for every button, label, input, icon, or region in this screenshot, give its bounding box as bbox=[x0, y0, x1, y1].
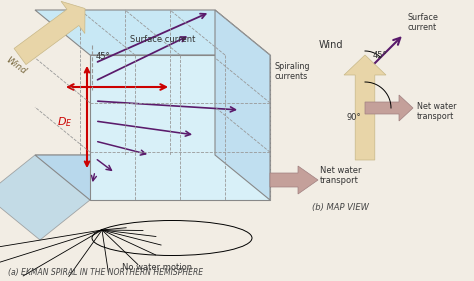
Polygon shape bbox=[270, 166, 318, 194]
Text: Surface current: Surface current bbox=[130, 35, 195, 44]
Text: Spiraling
currents: Spiraling currents bbox=[275, 62, 310, 81]
Text: 45°: 45° bbox=[373, 51, 388, 60]
Text: No water motion: No water motion bbox=[122, 263, 192, 272]
Text: Net water
transport: Net water transport bbox=[320, 166, 362, 185]
Polygon shape bbox=[365, 95, 413, 121]
Text: Surface
current: Surface current bbox=[408, 13, 439, 32]
Text: 90°: 90° bbox=[347, 113, 362, 122]
Text: $D_E$: $D_E$ bbox=[56, 115, 72, 129]
Text: Wind: Wind bbox=[4, 56, 28, 76]
Text: Net water
transport: Net water transport bbox=[417, 102, 456, 121]
Text: (a) EKMAN SPIRAL IN THE NORTHERN HEMISPHERE: (a) EKMAN SPIRAL IN THE NORTHERN HEMISPH… bbox=[8, 268, 203, 277]
Polygon shape bbox=[344, 55, 386, 160]
Text: Wind: Wind bbox=[319, 40, 343, 50]
Polygon shape bbox=[35, 10, 270, 55]
Polygon shape bbox=[215, 10, 270, 200]
Text: 45°: 45° bbox=[96, 52, 110, 61]
Polygon shape bbox=[14, 1, 85, 65]
Polygon shape bbox=[90, 55, 270, 200]
Polygon shape bbox=[35, 155, 270, 200]
Text: (b) MAP VIEW: (b) MAP VIEW bbox=[311, 203, 368, 212]
Polygon shape bbox=[0, 155, 270, 240]
